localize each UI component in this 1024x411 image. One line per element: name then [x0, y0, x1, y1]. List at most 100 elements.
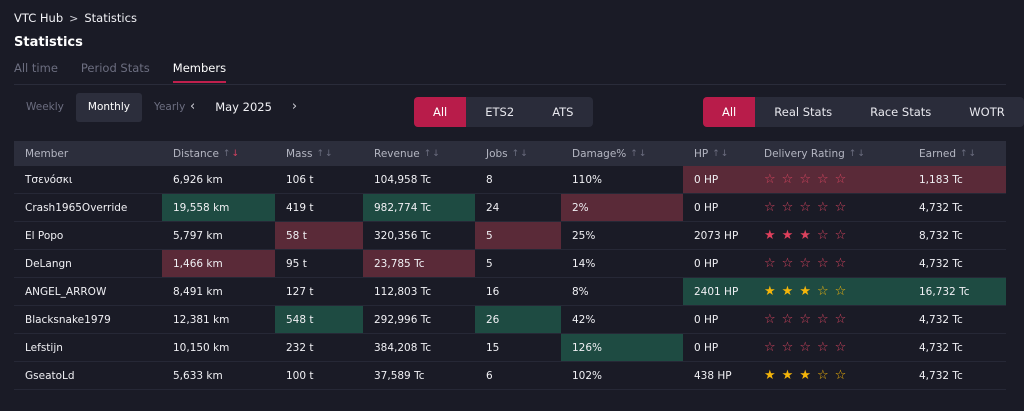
star-empty-icon: ☆ [799, 200, 811, 215]
cell-jobs: 5 [475, 222, 561, 249]
table-row[interactable]: Τσενόσκι 6,926 km 106 t 104,958 Tc 8 110… [14, 166, 1006, 194]
table-row[interactable]: ANGEL_ARROW 8,491 km 127 t 112,803 Tc 16… [14, 278, 1006, 306]
cell-revenue: 23,785 Tc [363, 250, 475, 277]
breadcrumb: VTC Hub > Statistics [14, 11, 137, 25]
cell-member[interactable]: GseatoLd [25, 369, 75, 382]
stats-filter-real-stats[interactable]: Real Stats [774, 105, 833, 119]
stats-filter-race-stats[interactable]: Race Stats [870, 105, 932, 119]
cell-delivery-rating: ★ ★ ★ ☆ ☆ [753, 362, 908, 389]
chevron-left-icon[interactable]: ‹ [190, 99, 196, 114]
period-monthly[interactable]: Monthly [75, 93, 142, 122]
star-filled-icon: ★ [764, 228, 776, 243]
header-label: Delivery Rating [764, 147, 845, 160]
header-jobs[interactable]: Jobs ↑↓ [475, 141, 561, 166]
cell-revenue: 292,996 Tc [374, 313, 432, 326]
star-empty-icon: ☆ [764, 200, 776, 215]
tab-all-time[interactable]: All time [14, 61, 58, 75]
star-empty-icon: ☆ [781, 312, 794, 327]
sort-icon[interactable]: ↑↓ [316, 148, 334, 159]
cell-mass: 548 t [275, 306, 363, 333]
header-damage[interactable]: Damage% ↑↓ [561, 141, 683, 166]
star-empty-icon: ☆ [781, 256, 794, 271]
cell-member[interactable]: DeLangn [25, 257, 72, 270]
game-filter-ets2[interactable]: ETS2 [485, 105, 515, 119]
sort-icon[interactable]: ↑↓ [848, 148, 866, 159]
cell-member[interactable]: Lefstijn [25, 341, 63, 354]
stats-filter-wotr[interactable]: WOTR [969, 105, 1005, 119]
cell-revenue: 982,774 Tc [363, 194, 475, 221]
header-label: Mass [286, 147, 313, 160]
stats-filter-all[interactable]: All [703, 97, 756, 127]
sort-icon[interactable]: ↑↓ [511, 148, 529, 159]
members-table: Member Distance ↑↓ Mass ↑↓ Revenue ↑↓ Jobs ↑… [14, 141, 1006, 390]
star-empty-icon: ☆ [816, 256, 829, 271]
cell-jobs: 8 [486, 173, 493, 186]
cell-delivery-rating: ☆ ☆ ☆ ☆ ☆ [753, 194, 908, 221]
table-row[interactable]: Lefstijn 10,150 km 232 t 384,208 Tc 15 1… [14, 334, 1006, 362]
header-revenue[interactable]: Revenue ↑↓ [363, 141, 475, 166]
star-filled-icon: ★ [799, 284, 811, 299]
header-label: Revenue [374, 147, 420, 160]
game-filter-all[interactable]: All [414, 97, 467, 127]
tab-period-stats[interactable]: Period Stats [80, 61, 150, 75]
table-row[interactable]: GseatoLd 5,633 km 100 t 37,589 Tc 6 102%… [14, 362, 1006, 390]
rating-stars: ★ ★ ★ ☆ ☆ [764, 285, 846, 298]
cell-member[interactable]: Crash1965Override [25, 201, 128, 214]
cell-earned: 16,732 Tc [908, 278, 1006, 305]
cell-member[interactable]: El Popo [25, 229, 64, 242]
header-member[interactable]: Member [14, 141, 162, 166]
star-empty-icon: ☆ [781, 172, 794, 187]
star-empty-icon: ☆ [764, 256, 776, 271]
star-empty-icon: ☆ [834, 228, 847, 243]
sort-icon[interactable]: ↑↓ [222, 148, 241, 159]
star-empty-icon: ☆ [834, 284, 847, 299]
period-selector: Weekly Monthly Yearly [14, 93, 197, 122]
chevron-right-icon[interactable]: › [291, 99, 298, 114]
star-empty-icon: ☆ [816, 312, 829, 327]
sort-icon[interactable]: ↑↓ [630, 148, 648, 159]
star-empty-icon: ☆ [816, 284, 829, 299]
table-row[interactable]: Blacksnake1979 12,381 km 548 t 292,996 T… [14, 306, 1006, 334]
cell-revenue: 104,958 Tc [374, 173, 432, 186]
tabs-divider [14, 84, 1006, 85]
period-yearly[interactable]: Yearly [153, 101, 186, 113]
sort-icon[interactable]: ↑↓ [959, 148, 978, 159]
header-distance[interactable]: Distance ↑↓ [162, 141, 275, 166]
cell-jobs: 6 [486, 369, 493, 382]
header-earned[interactable]: Earned ↑↓ [908, 141, 1006, 166]
game-filter: All ETS2 ATS [414, 97, 593, 127]
cell-earned: 4,732 Tc [919, 313, 963, 326]
cell-member[interactable]: Blacksnake1979 [25, 313, 111, 326]
cell-delivery-rating: ★ ★ ★ ☆ ☆ [753, 222, 908, 249]
cell-member[interactable]: ANGEL_ARROW [25, 285, 107, 298]
table-row[interactable]: Crash1965Override 19,558 km 419 t 982,77… [14, 194, 1006, 222]
cell-hp: 0 HP [683, 166, 753, 193]
star-empty-icon: ☆ [799, 256, 811, 271]
table-row[interactable]: El Popo 5,797 km 58 t 320,356 Tc 5 25% 2… [14, 222, 1006, 250]
sort-icon[interactable]: ↑↓ [712, 148, 730, 159]
star-empty-icon: ☆ [764, 340, 776, 355]
breadcrumb-root[interactable]: VTC Hub [14, 11, 64, 25]
header-label: Earned [919, 147, 956, 160]
star-empty-icon: ☆ [816, 340, 829, 355]
star-filled-icon: ★ [764, 284, 776, 299]
rating-stars: ★ ★ ★ ☆ ☆ [764, 369, 846, 382]
table-row[interactable]: DeLangn 1,466 km 95 t 23,785 Tc 5 14% 0 … [14, 250, 1006, 278]
cell-jobs: 26 [475, 306, 561, 333]
tab-members[interactable]: Members [172, 61, 227, 83]
cell-revenue: 384,208 Tc [374, 341, 432, 354]
star-empty-icon: ☆ [816, 200, 829, 215]
cell-hp: 0 HP [694, 341, 719, 354]
header-mass[interactable]: Mass ↑↓ [275, 141, 363, 166]
current-month: May 2025 [215, 99, 272, 114]
sort-icon[interactable]: ↑↓ [423, 148, 441, 159]
cell-earned: 4,732 Tc [919, 369, 963, 382]
cell-distance: 10,150 km [173, 341, 230, 354]
period-weekly[interactable]: Weekly [26, 101, 64, 113]
cell-member[interactable]: Τσενόσκι [25, 173, 73, 186]
header-hp[interactable]: HP ↑↓ [683, 141, 753, 166]
cell-distance: 1,466 km [162, 250, 275, 277]
cell-distance: 6,926 km [173, 173, 223, 186]
game-filter-ats[interactable]: ATS [552, 105, 574, 119]
header-delivery-rating[interactable]: Delivery Rating ↑↓ [753, 141, 908, 166]
